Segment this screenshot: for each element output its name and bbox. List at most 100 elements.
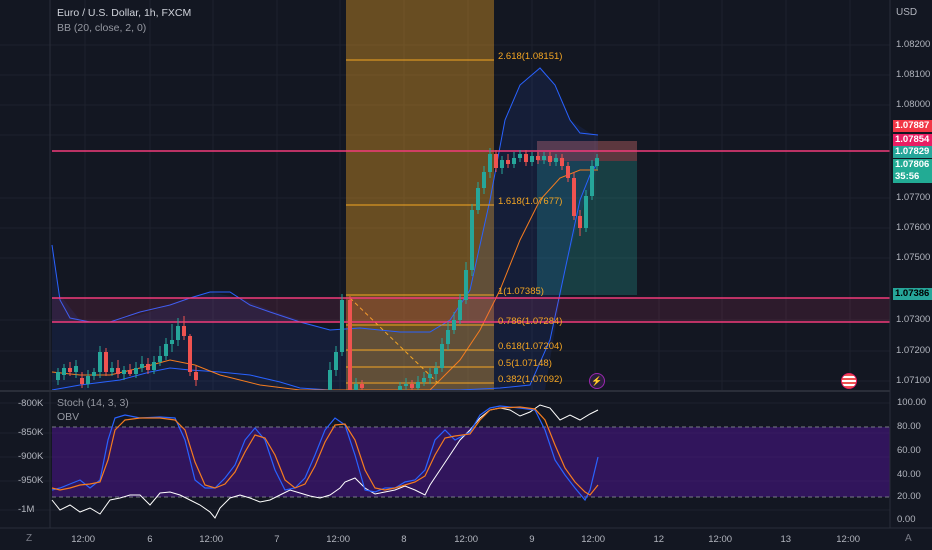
time-tick: 6	[147, 534, 153, 545]
fib-label: 2.618(1.08151)	[498, 51, 563, 62]
candle-body	[482, 172, 486, 188]
candle-body	[530, 156, 534, 162]
candle-body	[116, 368, 120, 374]
time-tick: 8	[401, 534, 407, 545]
candle-body	[434, 368, 438, 374]
candle-body	[416, 382, 420, 388]
candle-body	[428, 374, 432, 378]
candle-body	[80, 378, 84, 384]
candle-body	[440, 344, 444, 368]
time-tick: 12:00	[708, 534, 733, 545]
stoch-legend[interactable]: Stoch (14, 3, 3)	[57, 397, 129, 409]
stoch-k-line	[51, 405, 599, 502]
obv-legend[interactable]: OBV	[57, 411, 80, 423]
candle-body	[62, 368, 66, 375]
candle-body	[548, 156, 552, 162]
price-tag: 35:56	[893, 171, 932, 183]
time-tick: 12:00	[454, 534, 479, 545]
candle-body	[188, 336, 192, 372]
price-tick: 1.08000	[896, 99, 931, 110]
candle-body	[122, 370, 126, 374]
stoch-band	[52, 427, 890, 497]
candle-body	[518, 154, 522, 158]
time-tick: 7	[274, 534, 280, 545]
candle-body	[476, 188, 480, 210]
price-tag: 1.07806	[893, 159, 932, 171]
candle-body	[590, 166, 594, 196]
candle-body	[410, 384, 414, 388]
fib-label: 1.618(1.07677)	[498, 196, 563, 207]
time-tick: 12	[653, 534, 665, 545]
candle-body	[110, 368, 114, 372]
candle-body	[152, 362, 156, 370]
candle-body	[458, 300, 462, 320]
candle-body	[566, 166, 570, 178]
candle-body	[506, 160, 510, 164]
price-grid	[0, 0, 890, 390]
time-tick: 12:00	[199, 534, 224, 545]
candle-body	[464, 270, 468, 300]
candle-body	[128, 370, 132, 374]
currency-label: USD	[896, 7, 918, 18]
time-axis-bg[interactable]	[0, 528, 932, 550]
bb-upper	[51, 67, 599, 333]
candle-body	[328, 370, 332, 390]
fib-label: 0.5(1.07148)	[498, 358, 552, 369]
obv-tick: -950K	[18, 475, 44, 486]
candle-body	[595, 158, 599, 166]
candle-body	[334, 352, 338, 370]
candle-body	[488, 154, 492, 172]
candle-body	[170, 340, 174, 344]
candle-body	[354, 384, 358, 390]
obv-line	[51, 404, 599, 519]
us-flag-icon[interactable]	[841, 373, 857, 389]
candle-body	[578, 216, 582, 228]
candle-body	[452, 320, 456, 330]
demand-zone	[52, 298, 890, 322]
candle-body	[422, 378, 426, 382]
candle-body	[348, 300, 352, 390]
auto-scale-button[interactable]: A	[905, 533, 912, 544]
price-tag: 1.07386	[893, 288, 932, 300]
candle-body	[446, 330, 450, 344]
candle-body	[98, 352, 102, 372]
candle-body	[340, 300, 344, 352]
candle-body	[194, 372, 198, 380]
candle-body	[560, 158, 564, 166]
stoch-tick: 100.00	[897, 397, 927, 408]
price-tick: 1.08200	[896, 39, 931, 50]
time-tick: 13	[780, 534, 792, 545]
bb-legend[interactable]: BB (20, close, 2, 0)	[57, 22, 147, 34]
obv-tick: -1M	[18, 504, 35, 515]
stoch-tick: 40.00	[897, 469, 921, 480]
candle-body	[554, 158, 558, 162]
candle-body	[68, 368, 72, 372]
obv-tick: -800K	[18, 398, 44, 409]
price-tick: 1.08100	[896, 69, 931, 80]
price-tick: 1.07600	[896, 222, 931, 233]
price-tick: 1.07100	[896, 375, 931, 386]
timezone-button[interactable]: Z	[26, 533, 33, 544]
candle-body	[512, 158, 516, 164]
candle-body	[584, 196, 588, 228]
stoch-tick: 60.00	[897, 445, 921, 456]
candle-body	[104, 352, 108, 372]
time-tick: 12:00	[581, 534, 606, 545]
price-tick: 1.07200	[896, 345, 931, 356]
candle-body	[494, 154, 498, 168]
fib-label: 0.382(1.07092)	[498, 374, 563, 385]
time-tick: 12:00	[326, 534, 351, 545]
candle-body	[572, 178, 576, 216]
candle-body	[542, 156, 546, 160]
candle-body	[360, 384, 364, 388]
obv-tick: -850K	[18, 427, 44, 438]
stoch-tick: 80.00	[897, 421, 921, 432]
fib-label: 0.786(1.07284)	[498, 316, 563, 327]
stoch-tick: 0.00	[897, 514, 916, 525]
lightning-icon[interactable]: ⚡	[589, 373, 605, 389]
candle-body	[92, 372, 96, 376]
candle-body	[74, 366, 78, 372]
symbol-title[interactable]: Euro / U.S. Dollar, 1h, FXCM	[57, 7, 192, 19]
stoch-d-line	[51, 406, 599, 496]
